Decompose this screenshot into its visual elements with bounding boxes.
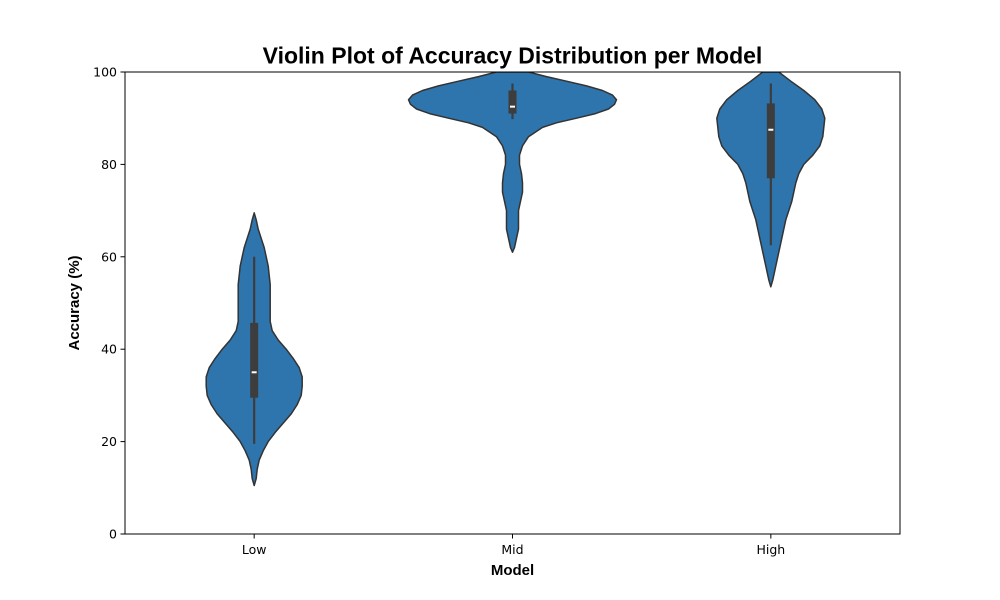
x-tick-label-mid: Mid	[501, 542, 523, 557]
y-axis-label: Accuracy (%)	[66, 255, 83, 350]
iqr-box-mid	[508, 90, 517, 114]
x-axis: Low Mid High	[242, 534, 785, 557]
iqr-box-high	[766, 103, 775, 179]
chart-title: Violin Plot of Accuracy Distribution per…	[263, 43, 763, 69]
y-tick-label: 20	[101, 434, 117, 449]
y-tick-label: 0	[109, 527, 117, 542]
y-tick-label: 60	[101, 249, 117, 264]
x-tick-label-high: High	[756, 542, 785, 557]
y-tick-label: 80	[101, 157, 117, 172]
y-axis: 0 20 40 60 80 100	[93, 65, 125, 542]
violin-mid	[407, 72, 618, 253]
iqr-box-low	[250, 322, 259, 398]
boxplots-layer	[250, 83, 775, 444]
x-tick-label-low: Low	[242, 542, 267, 557]
y-tick-label: 100	[93, 65, 117, 80]
x-axis-label: Model	[491, 562, 534, 579]
y-tick-label: 40	[101, 342, 117, 357]
